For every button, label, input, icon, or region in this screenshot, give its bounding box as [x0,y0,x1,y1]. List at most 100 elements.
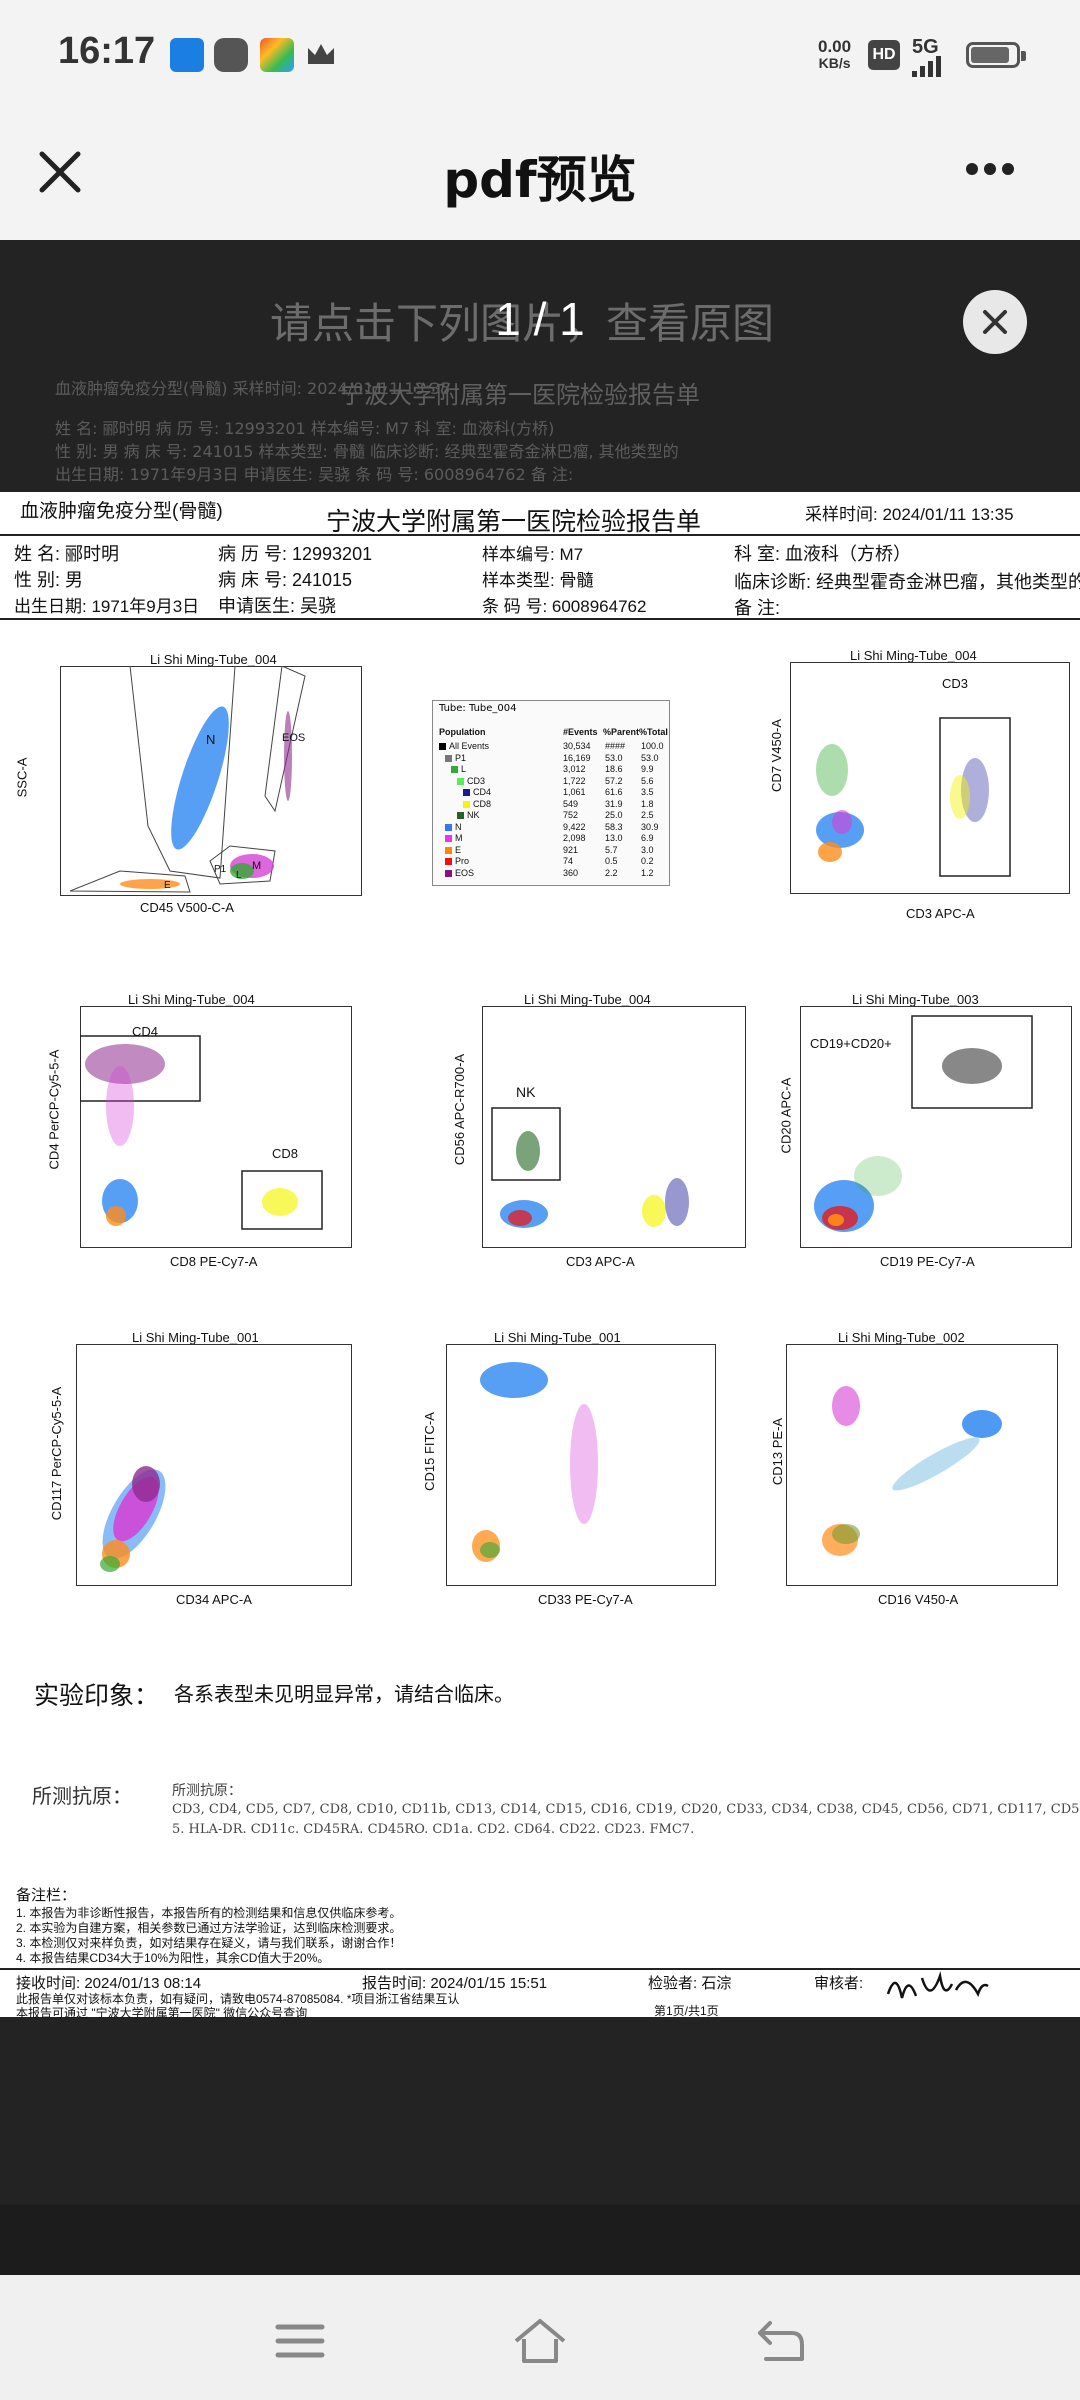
population-table: Tube: Tube_004 Population #Events %Paren… [432,700,670,886]
back-icon[interactable] [752,2317,808,2365]
home-icon[interactable] [512,2317,568,2365]
table-cell: 1.2 [641,867,654,878]
battery-icon [966,42,1026,68]
table-row: E 921 5.7 3.0 [437,845,663,857]
table-cell: 2.2 [605,867,618,878]
legend-swatch [457,812,464,819]
table-row: EOS 360 2.2 1.2 [437,868,663,880]
table-header: Population #Events %Parent %Total [439,727,668,737]
table-cell: P1 [455,752,467,763]
table-cell: N [455,821,462,832]
scatter-plot-cd8-cd4: Li Shi Ming-Tube_004 CD4 CD8 CD8 PE-Cy7-… [40,992,370,1282]
table-cell: 549 [563,798,579,809]
table-cell: 3.0 [641,844,654,855]
close-preview-button[interactable] [963,290,1027,354]
reviewer: 审核者: [814,1975,864,1992]
divider [0,618,1080,620]
table-cell: 9.9 [641,764,654,774]
hd-icon: HD [868,40,900,70]
table-cell: Pro [455,856,470,866]
table-row: P1 16,169 53.0 53.0 [437,753,663,765]
preview-hint: 请点击下列图片，查看原图 [270,299,775,348]
birth-date: 出生日期: 1971年9月3日 [14,597,200,616]
close-icon[interactable] [34,146,86,198]
network-speed: 0.00 KB/s [818,37,852,71]
table-cell: E [455,844,462,855]
receive-time: 接收时间: 2024/01/13 08:14 [16,1975,202,1992]
note-item: 3. 本检测仅对来样负责，如对结果存在疑义，请与我们联系，谢谢合作！ [16,1936,402,1950]
requesting-doctor: 申请医生: 吴骁 [218,596,337,616]
legend-swatch [463,789,470,796]
table-cell: NK [467,810,480,820]
table-row: L 3,012 18.6 9.9 [437,764,663,776]
footer-note: 本报告可通过 "宁波大学附属第一医院" 微信公众号查询 [16,2006,308,2020]
scatter-plot-cd33-cd15: Li Shi Ming-Tube_001 CD33 PE-Cy7-A CD15 … [410,1330,730,1620]
table-cell: 360 [563,867,579,878]
more-options-icon[interactable] [966,160,1020,179]
page-number: 第1页/共1页 [654,2004,719,2018]
barcode-number: 条 码 号: 6008964762 [482,597,647,616]
antigens-list-line1: CD3, CD4, CD5, CD7, CD8, CD10, CD11b, CD… [172,1802,1080,1817]
table-cell: 6.9 [641,833,654,843]
shield-app-icon [214,38,248,72]
impression-text: 各系表型未见明显异常，请结合临床。 [174,1682,514,1706]
table-cell: 9,422 [563,821,586,832]
antigens-label: 所测抗原： [32,1784,132,1808]
table-cell: 18.6 [605,764,623,774]
sampling-time: 采样时间: 2024/01/11 13:35 [805,505,1014,524]
preview-row: 性 别: 男 病 床 号: 241015 样本类型: 骨髓 临床诊断: 经典型霍… [55,442,679,461]
table-cell: 921 [563,844,579,855]
legend-swatch [445,869,452,877]
scatter-plot-cd34-cd117: Li Shi Ming-Tube_001 CD34 APC-A CD117 Pe… [40,1330,370,1620]
table-cell: 3,012 [563,764,586,774]
table-cell: 3.5 [641,787,654,797]
table-cell: CD3 [467,775,486,786]
sample-type: 样本类型: 骨髓 [482,571,594,590]
preview-row: 血液肿瘤免疫分型(骨髓) 采样时间: 2024/01/11 13:35 [55,379,451,398]
table-cell: 53.0 [641,752,659,763]
table-cell: 58.3 [605,821,623,832]
table-cell: 0.5 [605,856,618,866]
department: 科 室: 血液科（方桥） [734,544,912,564]
legend-swatch [445,835,452,842]
table-cell: 100.0 [641,741,664,751]
preview-title: 宁波大学附属第一医院检验报告单 [340,381,700,409]
report-page[interactable]: 血液肿瘤免疫分型(骨髓) 宁波大学附属第一医院检验报告单 采样时间: 2024/… [0,492,1080,2020]
footer-note: 此报告单仅对该标本负责，如有疑问，请致电0574-87085084. *项目浙江… [16,1992,460,2006]
table-cell: EOS [455,867,475,878]
table-cell: 31.9 [605,798,623,809]
crown-icon [308,44,334,64]
bed-number: 病 床 号: 241015 [218,570,353,590]
table-cell: 5.7 [605,844,618,855]
reviewer-signature [886,1971,989,1999]
tester: 检验者: 石淙 [648,1975,732,1992]
table-cell: 57.2 [605,775,623,786]
app-header: pdf预览 [0,110,1080,240]
table-row: CD8 549 31.9 1.8 [437,799,663,811]
status-bar: 16:17 0.00 KB/s HD 5G [0,0,1080,110]
record-number: 病 历 号: 12993201 [218,544,373,564]
table-row: Pro 74 0.5 0.2 [437,856,663,868]
note-item: 1. 本报告为非诊断性报告，本报告所有的检测结果和信息仅供临床参考。 [16,1906,402,1920]
page-title: pdf预览 [443,151,637,209]
divider [0,534,1080,536]
test-name: 血液肿瘤免疫分型(骨髓) [20,501,223,522]
table-cell: 0.2 [641,856,654,866]
table-cell: 16,169 [563,752,591,763]
sample-number: 样本编号: M7 [482,545,584,564]
patient-name: 姓 名: 郦时明 [14,544,120,564]
scatter-plot-cd3-cd56: Li Shi Ming-Tube_004 NK CD3 APC-A CD56 A… [440,992,750,1282]
table-cell: 13.0 [605,833,623,843]
table-cell: 25.0 [605,810,623,820]
legend-swatch [445,858,452,865]
table-cell: CD8 [473,798,492,809]
legend-swatch [451,766,458,773]
table-row: M 2,098 13.0 6.9 [437,833,663,845]
antigens-inner-label: 所测抗原： [172,1783,242,1799]
scatter-plot-cd3-cd7: Li Shi Ming-Tube_004 CD3 CD3 APC-A CD7 V… [769,648,1080,928]
table-cell: CD4 [473,787,492,797]
menu-icon[interactable] [272,2317,328,2365]
close-icon [983,310,1007,334]
preview-row: 姓 名: 郦时明 病 历 号: 12993201 样本编号: M7 科 室: 血… [55,419,555,438]
page-indicator: 1 / 1 [495,293,585,345]
